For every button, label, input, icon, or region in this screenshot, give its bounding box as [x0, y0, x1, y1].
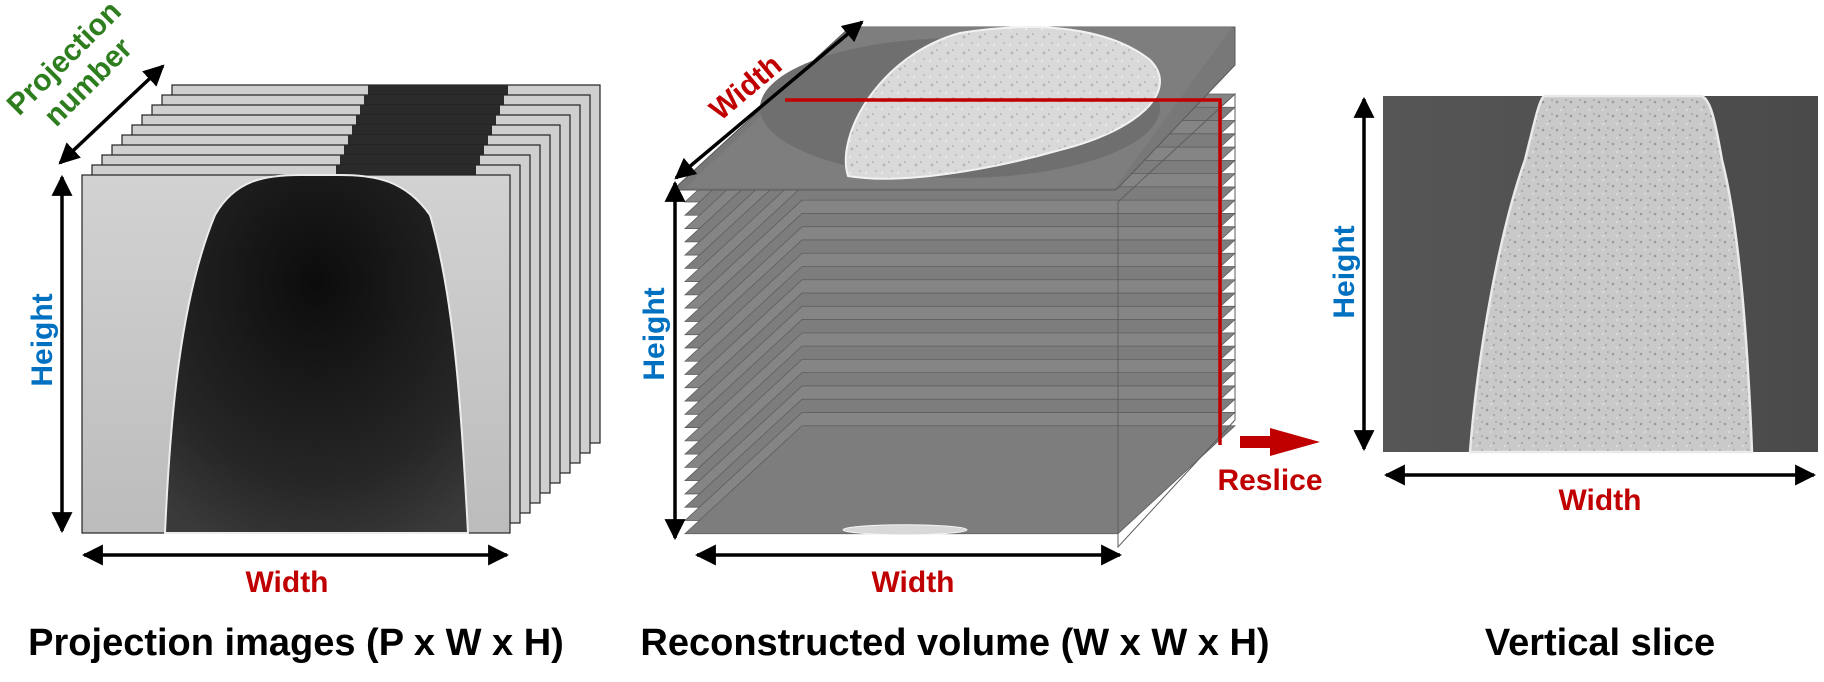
width-arrow-volume-top [674, 20, 864, 180]
stacked-projection-sample-edge [360, 105, 500, 115]
width-label-projection: Width [245, 566, 328, 599]
height-label-projection: Height [26, 293, 59, 386]
slice-caption: Vertical slice [1485, 622, 1715, 664]
volume-slice-sample-edge [842, 524, 968, 536]
stacked-projection-sample-edge [348, 135, 488, 145]
stacked-projection-sample-edge [340, 155, 480, 165]
width-label-volume-bottom: Width [871, 566, 954, 599]
projection-caption: Projection images (P x W x H) [28, 622, 564, 664]
stacked-projection-sample-edge [336, 165, 476, 175]
width-label-slice: Width [1558, 484, 1641, 517]
volume-side-face [1117, 92, 1236, 549]
projection-number-arrow [58, 64, 165, 165]
reslice-label: Reslice [1217, 464, 1322, 497]
stacked-projection-sample-edge [344, 145, 484, 155]
volume-slice-layer [683, 425, 1237, 535]
front-projection-image [81, 174, 511, 534]
reslice-line [785, 98, 1222, 445]
stacked-projection-sample-edge [368, 85, 508, 95]
stacked-projection-sample-edge [356, 115, 496, 125]
stacked-projection-sample-edge [364, 95, 504, 105]
vertical-slice-panel: Height Width Vertical slice [1328, 94, 1818, 664]
height-label-slice: Height [1328, 225, 1361, 318]
height-label-volume: Height [638, 287, 671, 380]
vertical-slice-image [1383, 94, 1818, 454]
projection-panel: Projection number Height Width Projectio… [1, 0, 601, 664]
reslice-arrow [1240, 428, 1320, 456]
stacked-projection-sample-edge [352, 125, 492, 135]
volume-caption: Reconstructed volume (W x W x H) [640, 622, 1269, 664]
volume-panel: Width Height Width Reslice Reconstructed… [638, 20, 1323, 664]
